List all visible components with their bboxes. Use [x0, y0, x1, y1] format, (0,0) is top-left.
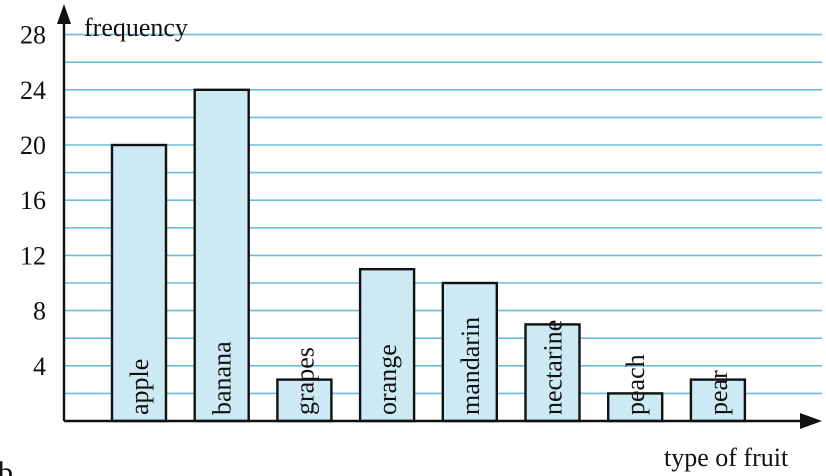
- bar-mandarin: [441, 281, 498, 423]
- bar-label-banana: banana: [208, 341, 237, 415]
- bar-peach: [607, 392, 664, 423]
- bar-nectarine: [524, 323, 581, 423]
- axes: [57, 4, 822, 429]
- bar-label-mandarin: mandarin: [456, 317, 485, 415]
- bars: [110, 88, 747, 423]
- x-axis-arrow: [800, 413, 822, 429]
- bar-label-peach: peach: [621, 354, 650, 415]
- y-axis-title: frequency: [84, 13, 188, 42]
- bar-label-nectarine: nectarine: [539, 320, 568, 415]
- bar-label-pear: pear: [704, 370, 733, 415]
- y-tick-label: 20: [20, 131, 46, 160]
- y-tick-label: 8: [33, 297, 46, 326]
- bar-grapes: [276, 378, 333, 423]
- y-tick-label: 12: [20, 241, 46, 270]
- partial-text-fragment: b: [0, 456, 13, 476]
- bar-labels: apple banana grapes orange mandarin nectarine…: [125, 317, 733, 415]
- y-tick-labels: 4 8 12 16 20 24 28: [20, 21, 46, 381]
- bar-orange: [358, 268, 416, 423]
- bar-pear: [689, 378, 747, 423]
- y-tick-label: 4: [33, 352, 46, 381]
- bar-label-grapes: grapes: [290, 347, 319, 415]
- y-axis-arrow: [57, 4, 71, 24]
- y-tick-label: 16: [20, 186, 46, 215]
- bar-label-apple: apple: [125, 359, 154, 415]
- y-tick-label: 28: [20, 21, 46, 50]
- bar-banana: [193, 88, 250, 423]
- x-axis-title: type of fruit: [664, 443, 789, 472]
- y-tick-label: 24: [20, 76, 46, 105]
- bar-label-orange: orange: [373, 344, 402, 415]
